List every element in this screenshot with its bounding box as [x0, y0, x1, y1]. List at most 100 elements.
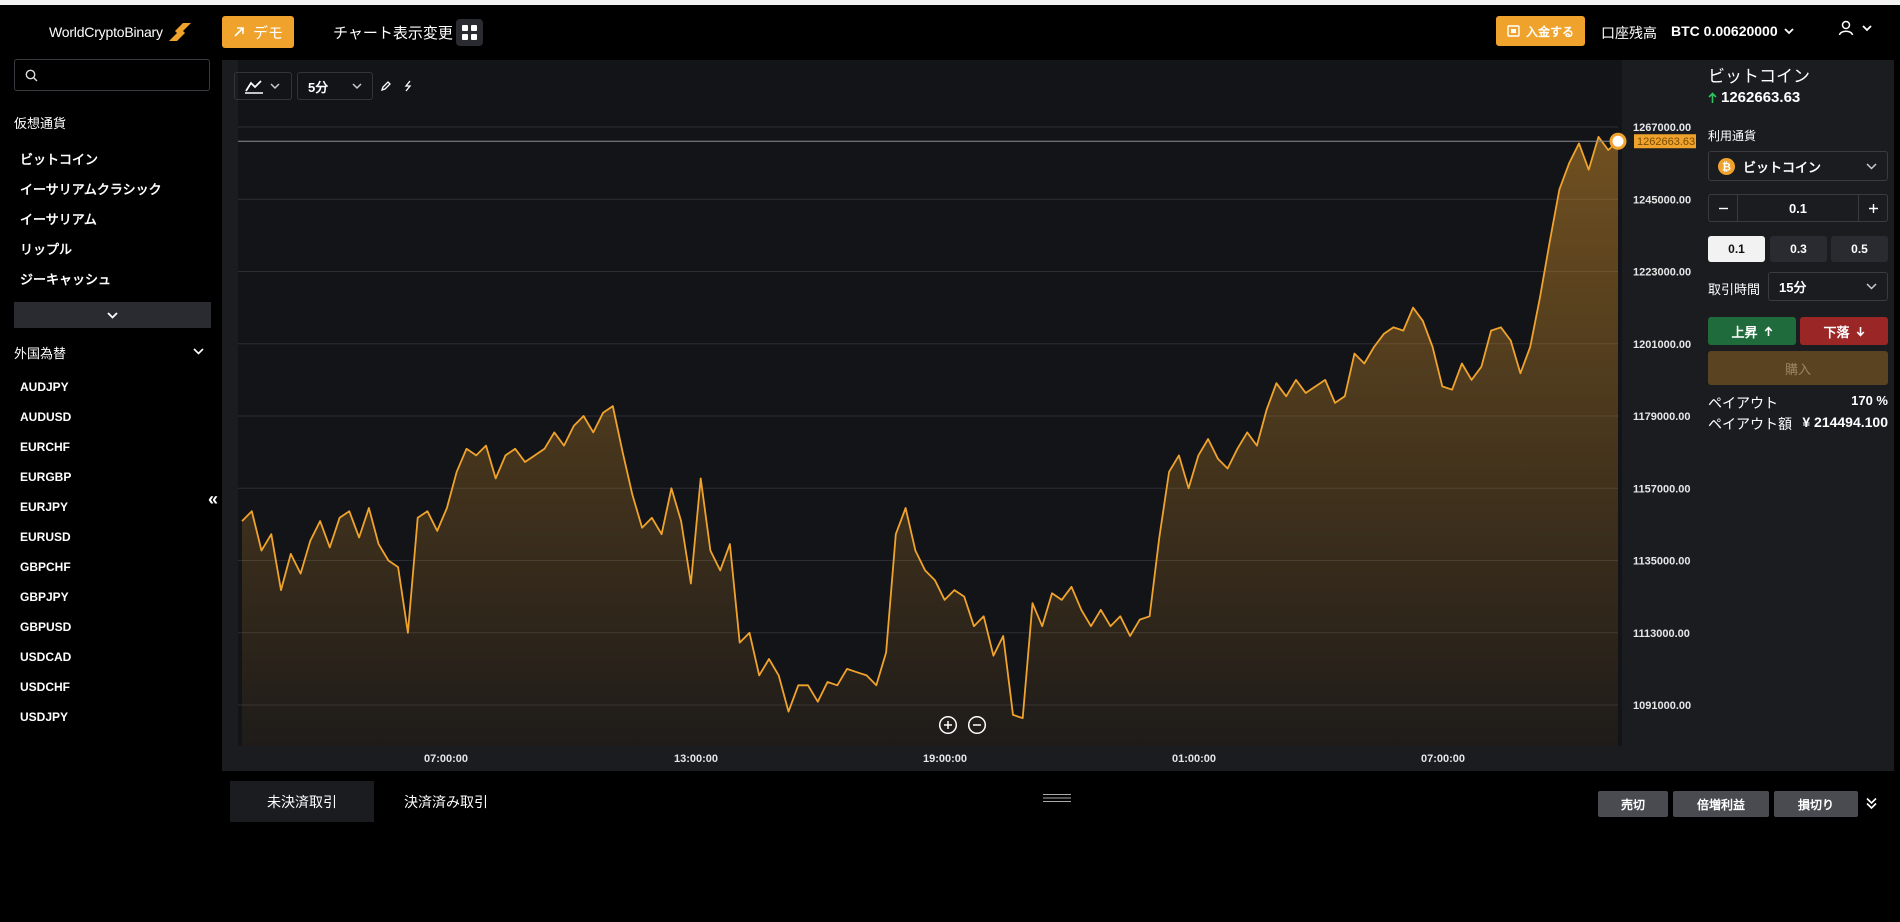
chevron-down-icon[interactable]	[193, 348, 204, 355]
sidebar-item-eurusd[interactable]: EURUSD	[20, 530, 71, 544]
double-chevron-down-icon[interactable]	[1866, 797, 1877, 810]
draw-pencil-icon[interactable]	[380, 80, 392, 92]
asset-price-value: 1262663.63	[1721, 89, 1801, 106]
payout-amount-row: ペイアウト額 ¥ 214494.100	[1708, 414, 1888, 434]
quick-amount-0-5[interactable]: 0.5	[1831, 236, 1888, 262]
sidebar-item-audusd[interactable]: AUDUSD	[20, 410, 72, 424]
sidebar-item-usdcad[interactable]: USDCAD	[20, 650, 72, 664]
quick-amount-0-1[interactable]: 0.1	[1708, 236, 1765, 262]
arrow-up-icon	[1708, 91, 1717, 103]
sidebar-item-ethereum[interactable]: イーサリアム	[20, 212, 97, 227]
demo-button[interactable]: デモ	[222, 16, 294, 48]
deposit-label: 入金する	[1525, 24, 1574, 39]
sidebar-item-bitcoin[interactable]: ビットコイン	[20, 152, 99, 167]
sidebar-item-gbpusd[interactable]: GBPUSD	[20, 620, 72, 634]
search-input[interactable]	[45, 64, 207, 88]
user-icon	[1838, 20, 1854, 36]
search-icon	[25, 69, 38, 82]
user-menu[interactable]	[1838, 20, 1872, 36]
interval-dropdown[interactable]: 5分	[297, 72, 373, 100]
sell-out-button[interactable]: 売切	[1598, 791, 1668, 817]
search-box[interactable]	[14, 59, 210, 91]
y-tick-label: 1223000.00	[1633, 267, 1691, 279]
duration-value: 15分	[1779, 280, 1807, 295]
y-tick-label: 1245000.00	[1633, 194, 1691, 206]
sidebar-item-gbpjpy[interactable]: GBPJPY	[20, 590, 69, 604]
payout-amount-label: ペイアウト額	[1708, 416, 1792, 432]
y-tick-label: 1091000.00	[1633, 700, 1691, 712]
arrow-up-right-icon	[234, 27, 244, 37]
indicator-icon[interactable]	[403, 80, 413, 92]
currency-select[interactable]: ₿ ビットコイン	[1708, 151, 1888, 181]
x-tick-label: 07:00:00	[1421, 753, 1465, 765]
logo-text: WorldCryptoBinary	[49, 24, 163, 40]
zoom-out-icon[interactable]	[967, 715, 987, 735]
sidebar-item-eurjpy[interactable]: EURJPY	[20, 500, 69, 514]
resize-handle-icon[interactable]	[1042, 793, 1072, 803]
sidebar-item-ethereum-classic[interactable]: イーサリアムクラシック	[20, 182, 162, 197]
chart-view-toggle[interactable]: チャート表示変更	[333, 25, 453, 42]
tab-open-trades[interactable]: 未決済取引	[230, 781, 374, 822]
sidebar-item-eurchf[interactable]: EURCHF	[20, 440, 70, 454]
x-tick-label: 01:00:00	[1172, 753, 1216, 765]
demo-label: デモ	[252, 24, 283, 42]
double-profit-button[interactable]: 倍増利益	[1673, 791, 1769, 817]
sidebar-item-audjpy[interactable]: AUDJPY	[20, 380, 69, 394]
sidebar-item-usdjpy[interactable]: USDJPY	[20, 710, 69, 724]
currency-label: 利用通貨	[1708, 129, 1757, 143]
sidebar-item-gbpchf[interactable]: GBPCHF	[20, 560, 71, 574]
plus-icon	[1868, 203, 1878, 213]
minus-icon	[1718, 207, 1728, 209]
x-tick-label: 07:00:00	[424, 753, 468, 765]
chevron-down-icon	[107, 311, 118, 319]
interval-value: 5分	[308, 79, 329, 95]
sidebar-item-usdchf[interactable]: USDCHF	[20, 680, 70, 694]
chart-type-dropdown[interactable]	[234, 72, 292, 100]
duration-select[interactable]: 15分	[1768, 272, 1888, 301]
wallet-icon	[1507, 25, 1520, 37]
amount-value[interactable]: 0.1	[1788, 200, 1808, 216]
arrow-up-icon	[1764, 325, 1772, 336]
quick-amount-0-3[interactable]: 0.3	[1770, 236, 1827, 262]
chevron-down-icon	[352, 82, 362, 89]
down-label: 下落	[1823, 324, 1850, 340]
balance-value: BTC 0.00620000	[1671, 23, 1778, 39]
crypto-section-title: 仮想通貨	[14, 116, 67, 131]
balance-dropdown[interactable]: BTC 0.00620000	[1671, 23, 1794, 39]
logo-icon	[168, 23, 191, 41]
increment-button[interactable]	[1858, 195, 1887, 221]
zoom-in-icon[interactable]	[938, 715, 958, 735]
fx-section-title[interactable]: 外国為替	[14, 346, 67, 361]
layout-grid-button[interactable]	[456, 19, 483, 46]
expand-crypto-button[interactable]	[14, 302, 211, 328]
current-price-tag	[1634, 134, 1696, 149]
payout-amount-value: ¥ 214494.100	[1802, 414, 1888, 430]
chevron-down-icon	[1862, 24, 1872, 31]
y-tick-label: 1267000.00	[1633, 122, 1691, 134]
amount-stepper[interactable]: 0.1	[1708, 194, 1888, 222]
sidebar-item-eurgbp[interactable]: EURGBP	[20, 470, 72, 484]
decrement-button[interactable]	[1709, 195, 1738, 221]
y-tick-label: 1113000.00	[1633, 628, 1690, 640]
chevron-down-icon	[270, 82, 280, 89]
buy-button[interactable]: 購入	[1708, 351, 1888, 385]
tab-closed-trades[interactable]: 決済済み取引	[404, 793, 488, 810]
price-line	[241, 136, 1619, 719]
duration-label: 取引時間	[1708, 282, 1761, 297]
collapse-sidebar-icon[interactable]: «	[208, 489, 219, 509]
logo[interactable]: WorldCryptoBinary	[49, 21, 193, 43]
y-tick-label: 1201000.00	[1633, 339, 1691, 351]
up-button[interactable]: 上昇	[1708, 317, 1796, 345]
stop-loss-button[interactable]: 損切り	[1774, 791, 1858, 817]
grid-icon	[462, 25, 477, 40]
payout-row: ペイアウト 170 %	[1708, 393, 1888, 413]
asset-name: ビットコイン	[1708, 67, 1810, 86]
chevron-down-icon	[1784, 27, 1794, 34]
deposit-button[interactable]: 入金する	[1496, 16, 1585, 46]
sidebar-item-zcash[interactable]: ジーキャッシュ	[20, 272, 112, 287]
down-button[interactable]: 下落	[1800, 317, 1888, 345]
chevron-down-icon	[1866, 162, 1877, 170]
sidebar-item-ripple[interactable]: リップル	[20, 242, 73, 257]
y-tick-label: 1179000.00	[1633, 411, 1691, 423]
